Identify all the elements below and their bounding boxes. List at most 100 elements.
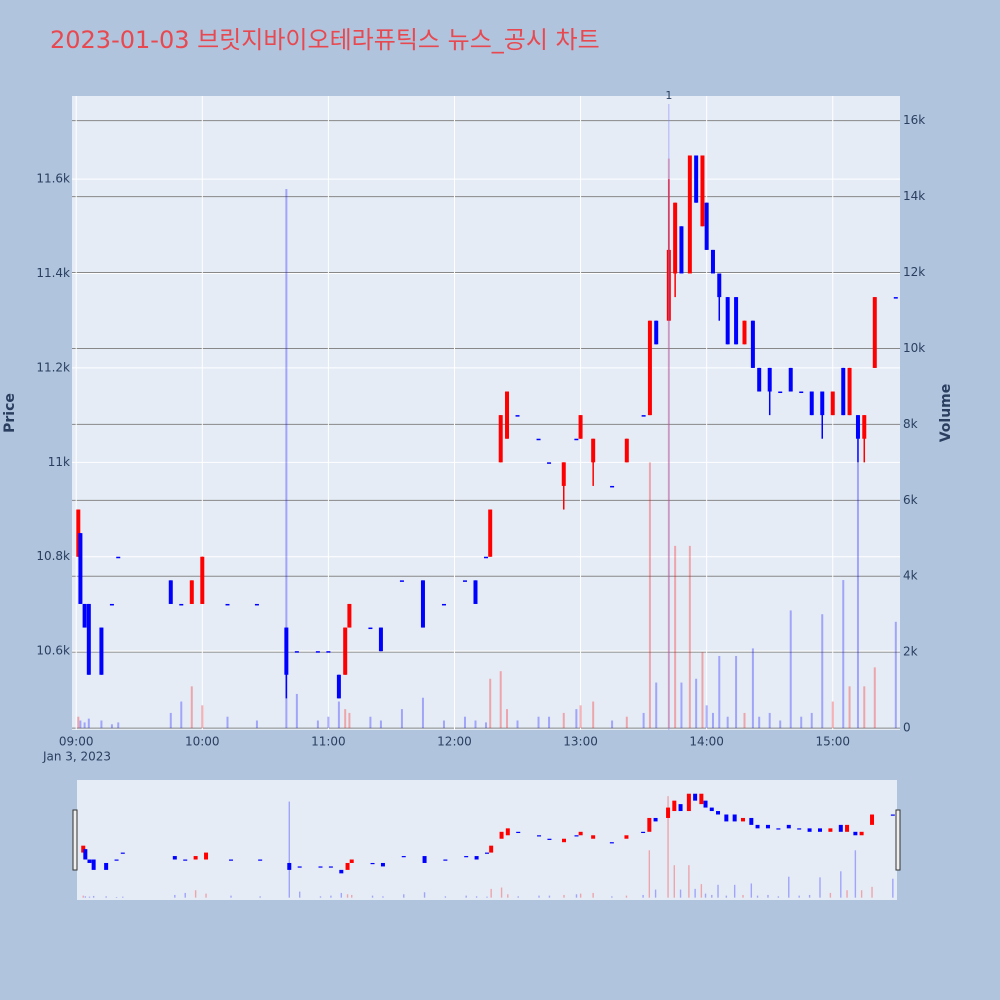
y2-tick-label: 6k [903, 493, 918, 507]
mini-volume-bar [733, 884, 736, 898]
candle-body [700, 155, 705, 227]
volume-bar [863, 686, 866, 729]
candle-body [855, 415, 860, 439]
mini-volume-bar [829, 892, 832, 898]
mini-volume-bar [673, 865, 676, 898]
mini-candle [328, 866, 333, 868]
candle-body [704, 202, 709, 250]
candle-body [654, 320, 659, 345]
volume-bar [474, 720, 477, 729]
mini-candle [474, 856, 479, 860]
mini-candle [537, 835, 542, 837]
y2-axis-title: Volume [938, 384, 954, 443]
mini-candle [464, 856, 469, 858]
x-tick-label: 11:00 [311, 735, 346, 749]
mini-volume-bar [403, 894, 405, 898]
volume-bar [400, 709, 403, 729]
mini-candle [732, 814, 737, 822]
volume-bar [810, 712, 813, 729]
candle-body [294, 651, 299, 653]
mini-candle [345, 862, 350, 870]
mini-volume-bar [82, 895, 84, 898]
volume-bar [648, 462, 651, 729]
mini-candle [724, 814, 729, 822]
volume-bar [337, 701, 340, 729]
volume-bar [758, 716, 761, 729]
volume-bar [779, 720, 782, 729]
chart-title: 2023-01-03 브릿지바이오테라퓨틱스 뉴스_공시 차트 [50, 26, 600, 54]
range-handle[interactable] [72, 809, 78, 871]
candle-body [76, 509, 81, 557]
mini-candle [505, 828, 510, 836]
volume-bar [100, 720, 103, 729]
mini-volume-bar [184, 892, 186, 898]
mini-volume-bar [230, 895, 232, 898]
range-handle[interactable] [895, 809, 901, 871]
mini-candle [489, 845, 494, 853]
candle-body [168, 580, 173, 604]
y2-tick-label: 0 [903, 721, 911, 735]
mini-candle [703, 800, 708, 808]
candle-body [99, 627, 104, 675]
candle-body [315, 651, 320, 653]
volume-bar [592, 701, 595, 729]
volume-bar [705, 705, 708, 729]
volume-bar [800, 716, 803, 729]
volume-bar [726, 716, 729, 729]
candle-body [109, 603, 114, 606]
mini-candle [647, 817, 652, 832]
mini-candle [807, 828, 812, 832]
mini-candle [443, 859, 448, 861]
volume-bar [548, 716, 551, 729]
y2-tick-label: 16k [903, 113, 925, 127]
range-slider[interactable] [77, 780, 897, 900]
mini-volume-bar [579, 893, 582, 898]
candle-body [574, 438, 579, 441]
mini-volume-bar [819, 877, 821, 898]
mini-candle [562, 838, 567, 843]
candle-body [725, 297, 730, 345]
candle-body [225, 603, 230, 606]
candle-body [841, 367, 846, 416]
mini-candle [765, 824, 770, 829]
volume-bar [611, 720, 614, 729]
volume-bar [442, 720, 445, 729]
mini-volume-bar [750, 883, 753, 898]
volume-bar [499, 671, 502, 729]
mini-candle [609, 842, 614, 844]
x-tick-label: 10:00 [185, 735, 220, 749]
mini-candle [870, 814, 875, 825]
mini-volume-bar [756, 895, 759, 898]
volume-bar [680, 682, 683, 729]
volume-bar [83, 722, 86, 729]
mini-candle [81, 845, 86, 853]
mini-volume-bar [88, 896, 91, 898]
mini-volume-bar [500, 887, 503, 898]
mini-candle [104, 862, 109, 870]
volume-bar [789, 610, 792, 729]
mini-volume-bar [642, 894, 644, 898]
candle-body [473, 580, 478, 604]
candle-body [847, 367, 852, 416]
mini-candle [591, 835, 596, 839]
mini-candle [318, 866, 323, 868]
volume-bar [537, 716, 540, 729]
candle-body [498, 415, 503, 463]
mini-volume-bar [798, 895, 800, 898]
mini-volume-bar [592, 892, 594, 898]
candle-body [368, 627, 373, 630]
volume-bar [369, 716, 372, 729]
y-tick-label: 11.4k [36, 266, 70, 280]
candle-body [778, 391, 783, 394]
mini-volume-bar [700, 884, 703, 898]
mini-volume-bar [625, 895, 628, 898]
candle-body [788, 367, 793, 392]
candle-body [505, 391, 510, 439]
mini-candle [853, 831, 858, 836]
volume-bar [701, 652, 704, 729]
mini-candle [828, 828, 833, 832]
mini-volume-bar [298, 891, 301, 898]
volume-bar [848, 686, 851, 729]
volume-bar [735, 655, 738, 729]
mini-volume-bar [611, 896, 613, 898]
